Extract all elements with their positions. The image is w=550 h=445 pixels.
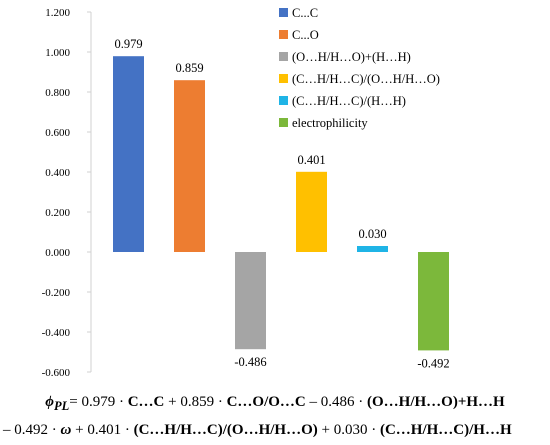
line2-term-4: + 0.030 · <box>317 422 380 438</box>
bar-4 <box>296 171 327 252</box>
line1-term-4: – 0.486 · <box>305 394 368 410</box>
y-tick-label: -0.600 <box>42 367 71 379</box>
y-tick-label: 0.600 <box>45 127 70 139</box>
formula-line-1: ϕPL= 0.979 · C…C + 0.859 · C…O/O…C – 0.4… <box>0 394 550 414</box>
line1-term-3: C…O/O…C <box>226 394 306 410</box>
legend-label-2: C...O <box>292 28 319 42</box>
bar-6 <box>418 252 449 351</box>
y-tick-label: 1.200 <box>45 7 70 19</box>
y-tick-label: 0.800 <box>45 87 70 99</box>
y-tick-label: 0.400 <box>45 167 70 179</box>
data-label-4: 0.401 <box>297 153 325 167</box>
y-tick-label: 0.000 <box>45 247 70 259</box>
legend-swatch-3 <box>279 52 288 61</box>
line2-term-0: – 0.492 · <box>3 422 61 438</box>
data-label-1: 0.979 <box>114 37 142 51</box>
data-label-2: 0.859 <box>175 61 203 75</box>
data-label-5: 0.030 <box>358 227 386 241</box>
line2-term-2: + 0.401 · <box>71 422 134 438</box>
line2-term-5: (C…H/H…C)/H…H <box>379 422 512 438</box>
legend-swatch-6 <box>279 118 288 127</box>
y-tick-label: 1.000 <box>45 47 70 59</box>
legend-label-5: (C…H/H…C)/(H…H) <box>292 94 406 108</box>
legend-swatch-5 <box>279 96 288 105</box>
legend-label-1: C...C <box>292 6 318 20</box>
line2-term-3: (C…H/H…C)/(O…H/H…O) <box>133 422 318 438</box>
bar-2 <box>174 80 205 252</box>
legend-swatch-1 <box>279 8 288 17</box>
line1-term-1: C…C <box>127 394 165 410</box>
bar-5 <box>357 246 388 252</box>
legend-swatch-2 <box>279 30 288 39</box>
bar-1 <box>113 56 144 253</box>
bar-chart: 1.200 1.000 0.800 0.600 0.400 0.200 0.000 -0.20… <box>42 6 450 379</box>
legend-label-3: (O…H/H…O)+(H…H) <box>292 50 411 64</box>
data-label-6: -0.492 <box>417 356 449 370</box>
formula-line-2: – 0.492 · ω + 0.401 · (C…H/H…C)/(O…H/H…O… <box>3 422 550 439</box>
bar-3 <box>235 252 266 350</box>
phi-subscript: PL <box>53 399 70 413</box>
data-label-3: -0.486 <box>234 355 266 369</box>
y-tick-label: -0.400 <box>42 327 71 339</box>
y-tick-label: -0.200 <box>42 287 71 299</box>
phi-symbol: ϕ <box>45 394 54 410</box>
legend-swatch-4 <box>279 74 288 83</box>
line1-term-5: (O…H/H…O)+H…H <box>367 394 505 410</box>
y-tick-label: 0.200 <box>45 207 70 219</box>
line1-term-2: + 0.859 · <box>164 394 227 410</box>
legend-label-6: electrophilicity <box>292 116 368 130</box>
legend-label-4: (C…H/H…C)/(O…H/H…O) <box>292 72 440 86</box>
line2-term-1: ω <box>60 422 72 438</box>
line1-term-0: = 0.979 · <box>69 394 128 410</box>
